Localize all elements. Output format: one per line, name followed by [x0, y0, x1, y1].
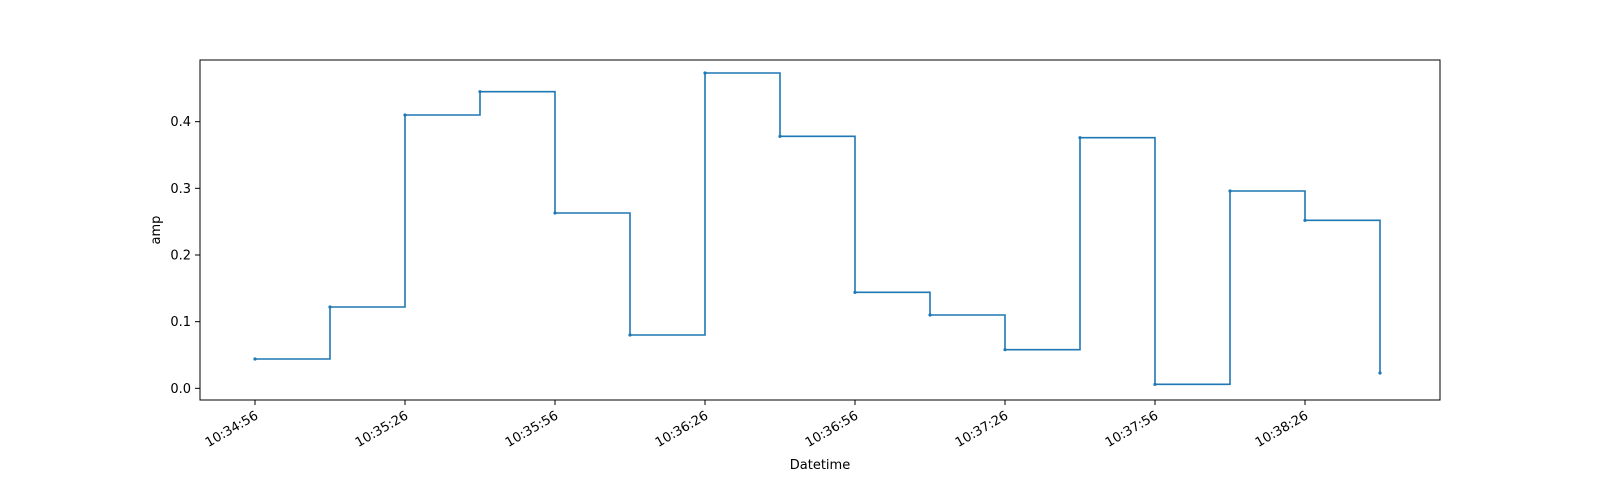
y-axis-ticks: 0.0 0.1 0.2 0.3 0.4: [170, 115, 200, 397]
plot-frame: [199, 59, 1441, 401]
series-layer: [253, 71, 1382, 386]
x-tick-label: 10:38:26: [1253, 408, 1311, 450]
data-point: [628, 333, 632, 337]
data-point: [1153, 382, 1157, 386]
y-axis-title: amp: [149, 216, 164, 245]
plot-background: [200, 60, 1440, 400]
data-point: [853, 290, 857, 294]
x-tick-label: 10:36:56: [803, 408, 861, 450]
data-point: [328, 305, 332, 309]
x-axis-ticks: 10:34:56 10:35:26 10:35:56 10:36:26 10:36:56…: [203, 400, 1311, 451]
data-point: [553, 211, 557, 215]
x-tick-label: 10:35:56: [503, 408, 561, 450]
y-tick-label: 0.3: [170, 182, 191, 197]
data-point: [1228, 189, 1232, 193]
series-line: [255, 72, 1381, 386]
data-point: [253, 357, 257, 361]
x-tick-label: 10:36:26: [653, 408, 711, 450]
y-tick-label: 0.4: [170, 115, 191, 130]
data-point: [928, 313, 932, 317]
y-tick-label: 0.1: [170, 315, 191, 330]
data-point: [703, 71, 707, 75]
x-tick-label: 10:34:56: [203, 408, 261, 450]
data-point: [1078, 136, 1082, 140]
data-point: [1303, 218, 1307, 222]
x-tick-label: 10:35:26: [353, 408, 411, 450]
data-point: [1378, 371, 1382, 375]
x-tick-label: 10:37:56: [1103, 408, 1161, 450]
x-axis-title: Datetime: [790, 458, 850, 473]
y-tick-label: 0.0: [170, 382, 191, 397]
y-tick-label: 0.2: [170, 249, 191, 264]
data-point: [1003, 348, 1007, 352]
data-point: [478, 90, 482, 94]
x-tick-label: 10:37:26: [953, 408, 1011, 450]
data-point: [403, 113, 407, 117]
data-point: [778, 134, 782, 138]
